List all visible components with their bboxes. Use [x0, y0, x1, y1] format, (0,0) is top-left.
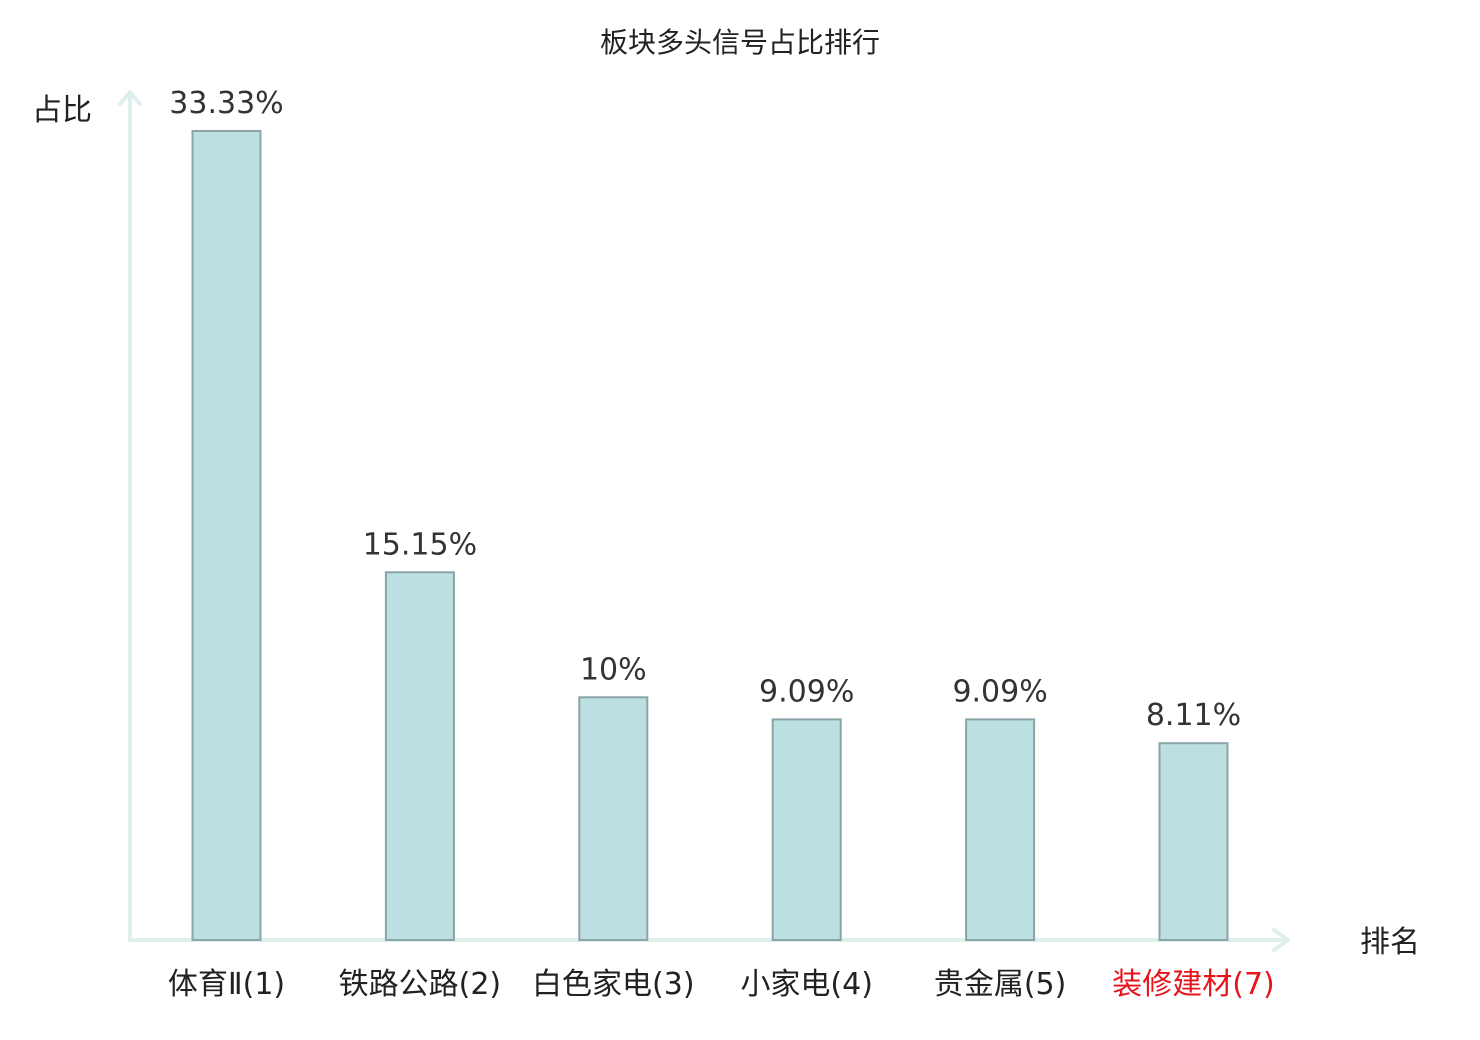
category-label-1: 体育Ⅱ(1): [168, 967, 285, 1002]
value-label-2: 15.15%: [363, 527, 477, 562]
value-label-4: 9.09%: [759, 674, 854, 709]
value-label-5: 9.09%: [952, 674, 1047, 709]
category-label-2: 铁路公路(2): [339, 967, 502, 1002]
category-label-6: 装修建材(7): [1112, 967, 1275, 1002]
bar-4: [771, 718, 842, 942]
category-label-4: 小家电(4): [740, 967, 873, 1002]
x-axis-arrow: [1272, 928, 1290, 952]
x-axis-label: 排名: [1360, 925, 1420, 960]
chart-title: 板块多头信号占比排行: [600, 26, 880, 59]
bar-6: [1158, 742, 1229, 942]
category-labels-group: 体育Ⅱ(1) 铁路公路(2) 白色家电(3) 小家电(4) 贵金属(5) 装修建材(7): [168, 967, 1275, 1002]
value-label-6: 8.11%: [1146, 698, 1241, 733]
bar-1: [191, 130, 262, 941]
value-label-3: 10%: [580, 652, 647, 687]
category-label-5: 贵金属(5): [934, 967, 1067, 1002]
value-label-1: 33.33%: [169, 86, 283, 121]
bar-2: [384, 571, 455, 941]
category-label-3: 白色家电(3): [532, 967, 695, 1002]
y-axis-label: 占比: [32, 93, 92, 128]
bars-group: [191, 130, 1229, 942]
bar-3: [578, 696, 649, 941]
y-axis-arrow: [118, 90, 142, 106]
value-labels-group: 33.33% 15.15% 10% 9.09% 9.09% 8.11%: [169, 86, 1241, 733]
bar-5: [965, 718, 1036, 942]
